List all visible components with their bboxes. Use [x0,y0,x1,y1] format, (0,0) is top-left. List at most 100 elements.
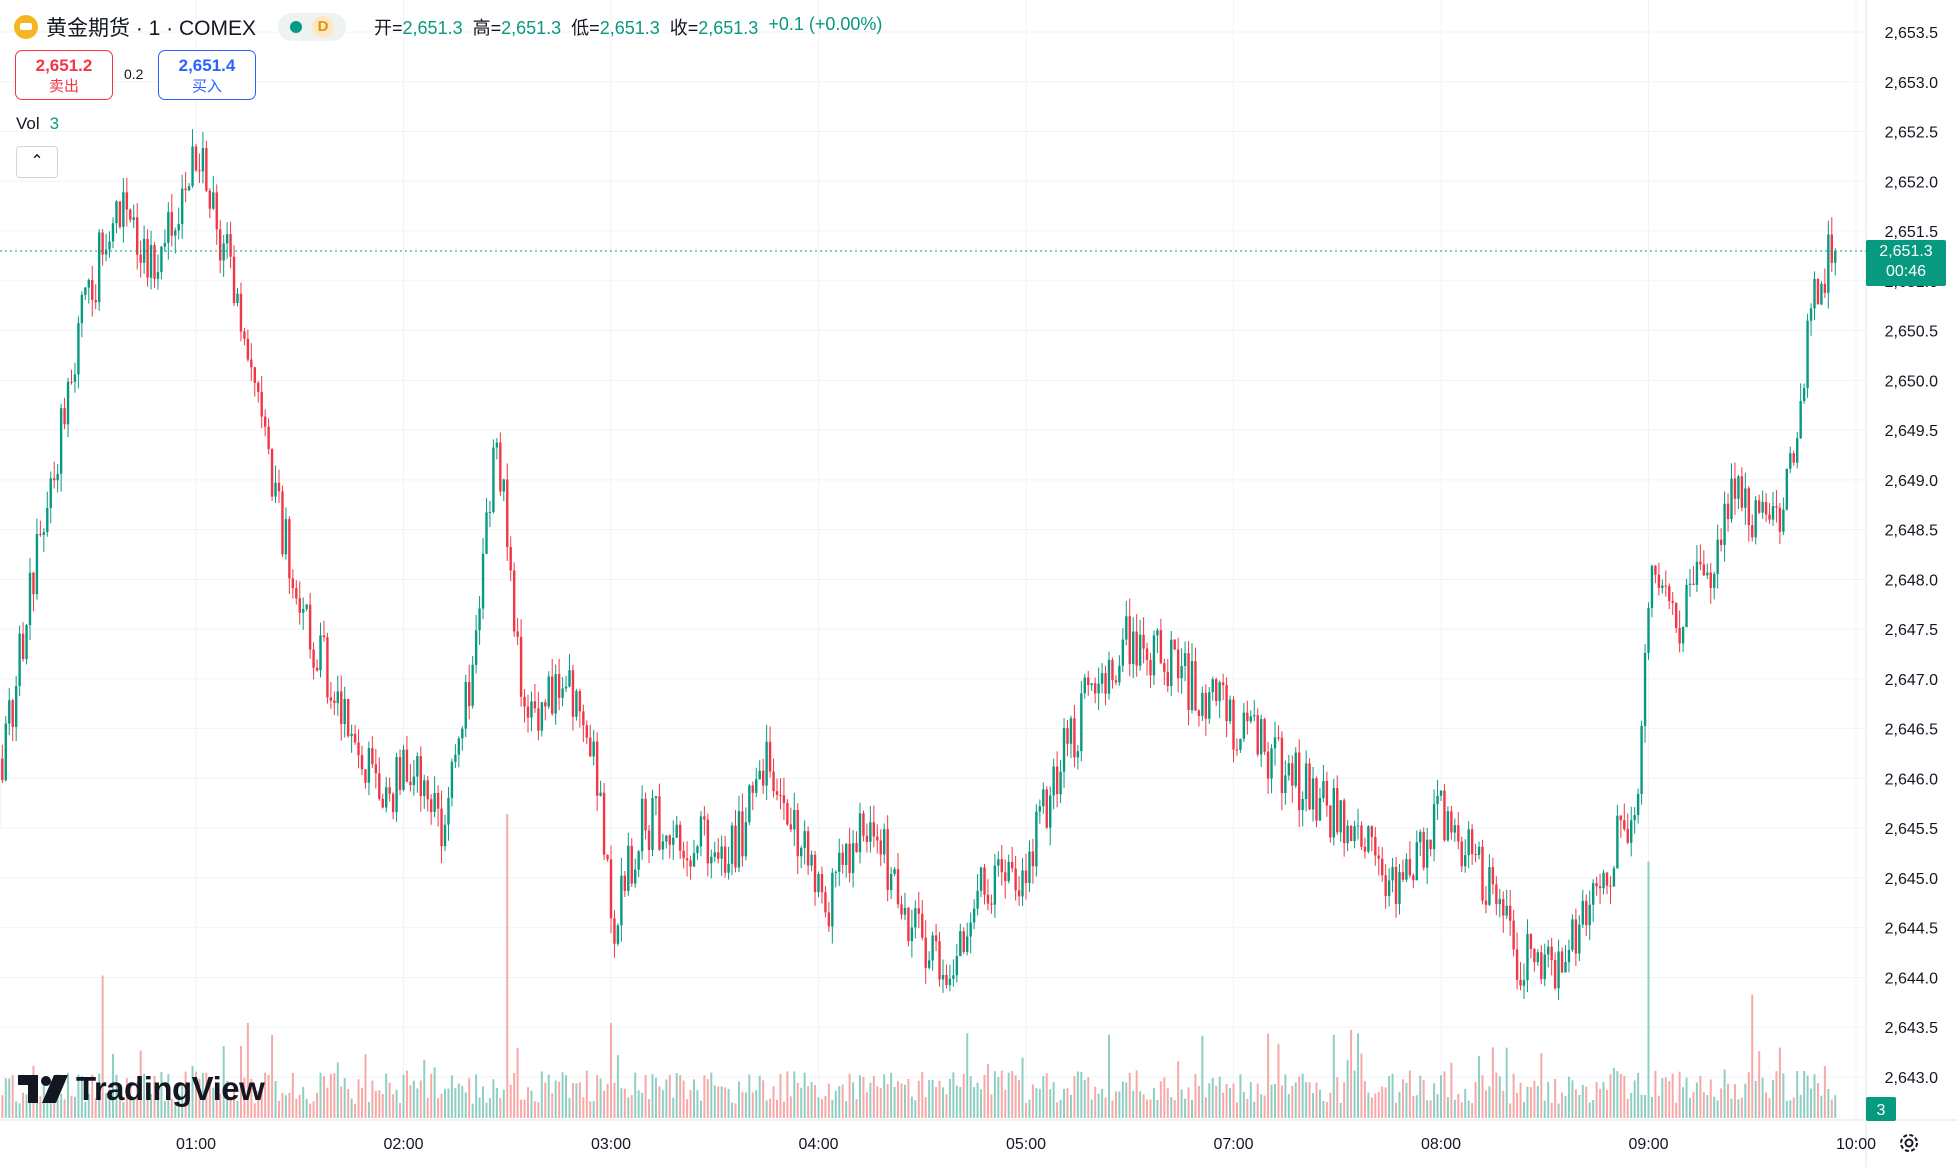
candle-body [737,811,741,868]
candle-body [1457,825,1460,842]
candle-body [174,230,177,236]
volume-bar [1204,1097,1207,1118]
volume-bar [1509,1103,1512,1118]
candle-body [1550,946,1553,961]
candle-body [744,822,748,857]
candle-body [758,770,761,780]
volume-bar [1571,1080,1574,1118]
market-status[interactable]: D [278,13,347,41]
candle-body [575,691,578,717]
candle-body [1585,900,1588,926]
candle-body [1394,866,1398,904]
volume-bar [205,1072,208,1118]
volume-bar [997,1077,1000,1118]
candle-body [11,700,14,727]
volume-bar [288,1092,291,1118]
candle-body [962,931,965,952]
volume-bar [942,1087,944,1118]
candle-body [1647,608,1650,653]
time-axis[interactable]: 01:00 02:00 03:00 04:00 05:00 07:00 08:00 09:00… [176,1136,1876,1153]
settings-gear-icon[interactable] [1897,1131,1921,1155]
volume-bar [1685,1077,1688,1118]
candle-body [1789,453,1792,469]
candle-body [170,211,173,236]
sell-button[interactable]: 2,651.2 卖出 [15,50,113,100]
volume-bar [1191,1099,1193,1118]
last-price-value: 2,651.3 [1879,243,1932,260]
candle-body [447,797,450,825]
candle-body [620,875,623,926]
candle-body [253,367,256,383]
price-axis[interactable]: 2,653.52,653.02,652.52,652.02,651.52,651… [1885,25,1938,1087]
volume-bar [343,1078,346,1118]
volume-bar [1346,1059,1349,1118]
collapse-legend-button[interactable]: ⌃ [16,146,58,178]
volume-bar [236,1100,239,1118]
tradingview-logo[interactable]: TradingView [18,1070,265,1108]
volume-bar [1049,1089,1052,1118]
candle-body [115,201,118,224]
candle-body [727,863,730,873]
candle-body [602,792,606,855]
volume-bar [195,1071,197,1118]
volume-bar [810,1082,813,1118]
volume-bar [1574,1089,1577,1118]
candle-body [1519,979,1522,986]
candle-body [1000,859,1003,873]
volume-bar [264,1072,267,1118]
volume-bar [1401,1079,1404,1118]
candle-body [219,229,222,261]
volume-bar [693,1079,695,1118]
candle-body [104,249,108,255]
volume-bar [565,1075,568,1118]
volume-bar [689,1090,692,1118]
volume-bar [973,1087,976,1118]
volume-bar [143,1073,146,1118]
volume-bar [1059,1099,1062,1118]
volume-bar [1080,1071,1083,1118]
volume-bar [727,1088,730,1118]
volume-bar [1108,1034,1110,1118]
volume-bar [1561,1092,1564,1118]
volume-bar [1391,1073,1394,1118]
volume-bar [568,1097,571,1118]
volume-bar [1256,1083,1259,1118]
volume-bar [1426,1100,1429,1118]
candle-body [1038,806,1042,812]
volume-bar [1284,1074,1287,1118]
volume-bar [1650,1096,1653,1118]
candle-body [682,850,685,859]
volume-legend[interactable]: Vol 3 [16,114,59,134]
candle-body [668,835,671,845]
candle-body [35,534,39,595]
candle-body [1325,780,1329,806]
volume-bar [1758,1051,1761,1118]
volume-bar [146,1093,149,1118]
candle-body [474,630,478,665]
buy-button[interactable]: 2,651.4 买入 [158,50,256,100]
candle-body [585,725,588,738]
volume-bar [1768,1098,1771,1118]
volume-bar [1121,1081,1124,1118]
candle-body [1211,679,1214,693]
volume-bar [1042,1075,1045,1118]
y-tick-label: 2,644.5 [1885,921,1938,938]
candle-body [952,975,955,979]
volume-bar [1422,1079,1425,1118]
symbol-title[interactable]: 黄金期货 · 1 · COMEX [46,17,257,40]
volume-bar [1464,1088,1467,1118]
candle-body [806,831,810,866]
candle-body [1754,500,1757,538]
candle-body [571,670,575,717]
gold-icon [14,15,38,39]
candle-body [1249,716,1252,722]
volume-bar [1211,1077,1214,1118]
volume-bar [336,1062,339,1118]
volume-bar [246,1023,249,1118]
volume-bar [1723,1069,1726,1118]
volume-bar [222,1046,225,1118]
volume-bar [1668,1081,1671,1118]
volume-bar [101,975,104,1118]
candle-body [353,733,357,743]
